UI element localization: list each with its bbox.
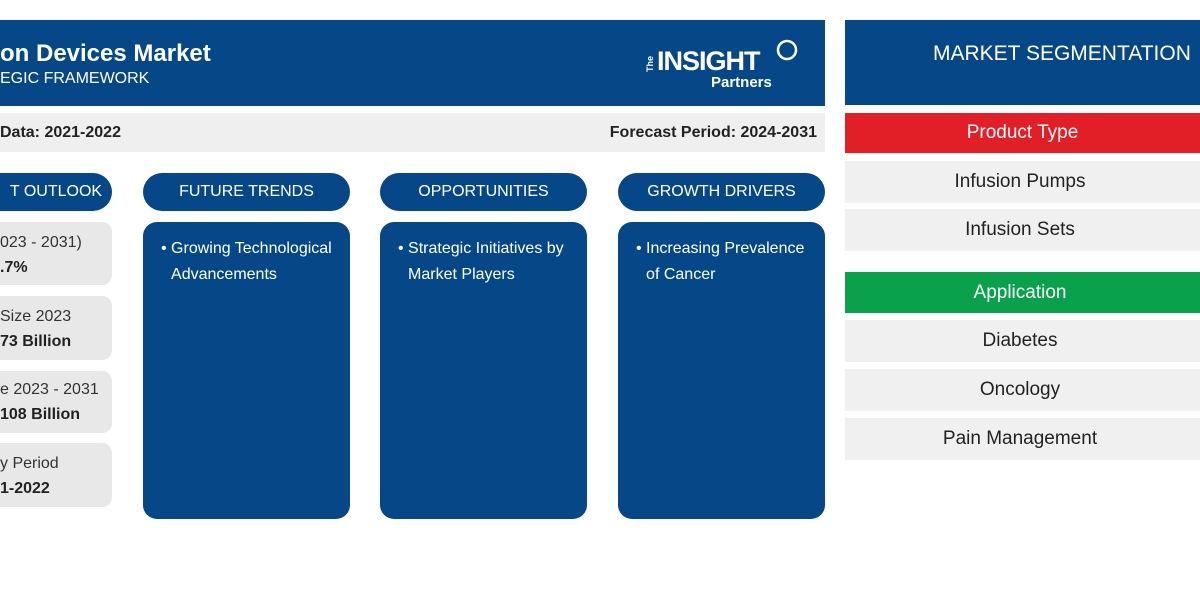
segment-item: Diabetes [845, 320, 1200, 362]
column-header: OPPORTUNITIES [380, 173, 587, 211]
card-value: 73 Billion [0, 333, 72, 350]
forecast-period: Forecast Period: 2024-2031 [609, 124, 817, 141]
outlook-card: e 2023 - 2031 108 Billion [0, 371, 112, 433]
logo: The INSIGHT Partners [645, 39, 805, 92]
card-value: .7% [0, 259, 28, 276]
card-label: y Period [0, 455, 59, 472]
bullet-item: • Increasing Prevalence of Cancer [636, 236, 819, 288]
card-value: 108 Billion [0, 406, 81, 423]
item-text: Strategic Initiatives by Market Players [408, 240, 564, 283]
column-header: T OUTLOOK [0, 173, 112, 211]
driver-box: • Increasing Prevalence of Cancer [618, 222, 825, 519]
header: on Devices Market EGIC FRAMEWORK The INS… [0, 20, 825, 106]
card-label: e 2023 - 2031 [0, 381, 99, 398]
bullet-item: • Strategic Initiatives by Market Player… [398, 236, 577, 288]
segment-item: Infusion Pumps [845, 161, 1200, 203]
segmentation-title: MARKET SEGMENTATION [933, 42, 1191, 65]
subtitle: EGIC FRAMEWORK [0, 70, 150, 87]
bullet-item: • Growing Technological Advancements [161, 236, 340, 288]
segment-group: Product Type [845, 113, 1200, 153]
column-header: FUTURE TRENDS [143, 173, 350, 211]
logo-icon [776, 39, 798, 61]
segment-item: Infusion Sets [845, 209, 1200, 251]
outlook-card: y Period 1-2022 [0, 443, 112, 507]
historical-period: Data: 2021-2022 [0, 124, 121, 141]
title: on Devices Market [0, 40, 211, 67]
card-value: 1-2022 [0, 480, 50, 497]
item-text: Growing Technological Advancements [171, 240, 332, 283]
logo-sub: Partners [711, 74, 772, 91]
item-text: Increasing Prevalence of Cancer [646, 240, 805, 283]
opportunity-box: • Strategic Initiatives by Market Player… [380, 222, 587, 519]
column-header: GROWTH DRIVERS [618, 173, 825, 211]
card-label: Size 2023 [0, 308, 72, 325]
logo-prefix: The [645, 55, 655, 72]
trend-box: • Growing Technological Advancements [143, 222, 350, 519]
outlook-card: Size 2023 73 Billion [0, 296, 112, 360]
outlook-card: 023 - 2031) .7% [0, 222, 112, 285]
period-bar: Data: 2021-2022 Forecast Period: 2024-20… [0, 113, 825, 152]
segment-item: Pain Management [845, 418, 1200, 460]
card-label: 023 - 2031) [0, 234, 82, 251]
segment-group: Application [845, 272, 1200, 313]
segmentation-header: MARKET SEGMENTATION [845, 20, 1200, 105]
logo-main: INSIGHT [657, 46, 761, 76]
segment-item: Oncology [845, 369, 1200, 411]
